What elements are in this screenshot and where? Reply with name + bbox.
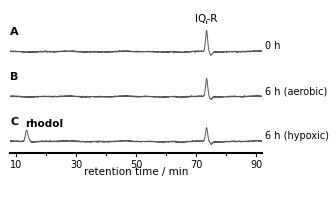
Text: rhodol: rhodol — [25, 119, 63, 129]
Text: C: C — [10, 116, 18, 126]
Text: 30: 30 — [70, 160, 82, 169]
Text: A: A — [10, 27, 19, 37]
Text: 10: 10 — [10, 160, 22, 169]
Text: IQ-R: IQ-R — [196, 14, 218, 24]
Text: 90: 90 — [250, 160, 262, 169]
Text: retention time / min: retention time / min — [84, 166, 188, 176]
Text: B: B — [10, 72, 18, 82]
Text: 6 h (hypoxic): 6 h (hypoxic) — [264, 130, 329, 140]
Text: 70: 70 — [190, 160, 202, 169]
Text: 0 h: 0 h — [264, 41, 280, 51]
Text: 6 h (aerobic): 6 h (aerobic) — [264, 86, 327, 96]
Text: 50: 50 — [130, 160, 142, 169]
